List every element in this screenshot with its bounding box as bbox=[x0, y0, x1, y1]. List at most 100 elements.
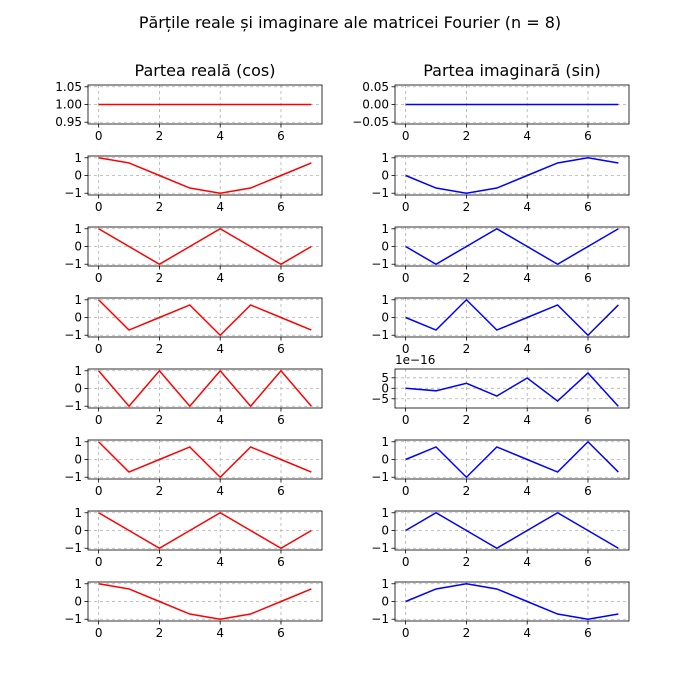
axes-frame bbox=[87, 368, 323, 409]
left-column-title: Partea reală (cos) bbox=[135, 61, 276, 80]
y-tick-label: 0 bbox=[74, 595, 82, 609]
y-tick-label: 1 bbox=[381, 506, 389, 520]
y-tick-label: −1 bbox=[64, 328, 82, 342]
y-tick-label: 0 bbox=[381, 240, 389, 254]
x-tick-label: 2 bbox=[463, 626, 471, 640]
real-series-line-6 bbox=[98, 511, 312, 550]
real-series-line-1 bbox=[98, 157, 312, 194]
axes-frame bbox=[394, 439, 630, 480]
real-subplot-2: 0 2 4 6 −1 0 1 bbox=[64, 222, 323, 285]
y-tick-label: −5 bbox=[371, 392, 389, 406]
real-series-line-4 bbox=[98, 369, 312, 408]
real-series-line-7 bbox=[98, 583, 312, 620]
x-tick-label: 0 bbox=[402, 129, 410, 143]
x-tick-label: 4 bbox=[523, 129, 531, 143]
y-tick-label: 1 bbox=[74, 364, 82, 378]
imag-subplot-5: 0 2 4 6 −1 0 1 bbox=[371, 435, 630, 498]
x-tick-label: 0 bbox=[95, 200, 103, 214]
suptitle: Părțile reale și imaginare ale matricei … bbox=[139, 13, 561, 32]
axes-frame bbox=[394, 510, 630, 551]
x-tick-label: 6 bbox=[277, 271, 285, 285]
y-tick-label: 1 bbox=[381, 293, 389, 307]
x-tick-label: 6 bbox=[584, 271, 592, 285]
x-tick-label: 0 bbox=[95, 555, 103, 569]
x-tick-label: 0 bbox=[402, 626, 410, 640]
x-tick-label: 2 bbox=[156, 413, 164, 427]
x-tick-label: 2 bbox=[156, 129, 164, 143]
axes-frame bbox=[87, 510, 323, 551]
y-tick-label: 1 bbox=[381, 151, 389, 165]
x-tick-label: 4 bbox=[216, 271, 224, 285]
x-tick-label: 2 bbox=[156, 484, 164, 498]
x-tick-label: 4 bbox=[216, 626, 224, 640]
y-tick-label: 0 bbox=[74, 453, 82, 467]
x-tick-label: 6 bbox=[584, 626, 592, 640]
y-tick-label: 1.00 bbox=[55, 98, 82, 112]
x-tick-label: 6 bbox=[584, 413, 592, 427]
axes-frame bbox=[394, 581, 630, 622]
real-subplot-1: 0 2 4 6 −1 0 1 bbox=[64, 151, 323, 214]
x-tick-label: 0 bbox=[95, 484, 103, 498]
x-tick-label: 0 bbox=[402, 555, 410, 569]
x-tick-label: 2 bbox=[463, 413, 471, 427]
axes-frame bbox=[87, 439, 323, 480]
imag-subplot-0: 0 2 4 6 −0.05 0.00 0.05 bbox=[352, 80, 630, 143]
x-tick-label: 4 bbox=[523, 555, 531, 569]
x-tick-label: 6 bbox=[277, 484, 285, 498]
real-subplot-5: 0 2 4 6 −1 0 1 bbox=[64, 435, 323, 498]
y-tick-label: 0 bbox=[381, 381, 389, 395]
y-tick-label: 0.05 bbox=[362, 80, 389, 94]
axes-frame bbox=[87, 226, 323, 267]
real-subplot-4: 0 2 4 6 −1 0 1 bbox=[64, 364, 323, 427]
real-series-line-3 bbox=[98, 299, 312, 337]
y-tick-label: 0.00 bbox=[362, 98, 389, 112]
x-tick-label: 4 bbox=[216, 484, 224, 498]
y-tick-label: −1 bbox=[371, 328, 389, 342]
real-series-line-2 bbox=[98, 227, 312, 266]
y-tick-label: 1 bbox=[74, 506, 82, 520]
axes-frame bbox=[394, 84, 630, 125]
y-tick-label: 1.05 bbox=[55, 80, 82, 94]
x-tick-label: 0 bbox=[95, 271, 103, 285]
x-tick-label: 4 bbox=[523, 200, 531, 214]
right-column-title: Partea imaginară (sin) bbox=[423, 61, 601, 80]
x-tick-label: 6 bbox=[584, 342, 592, 356]
x-tick-label: 6 bbox=[277, 555, 285, 569]
real-subplot-7: 0 2 4 6 −1 0 1 bbox=[64, 577, 323, 640]
y-tick-label: 0 bbox=[74, 240, 82, 254]
y-tick-label: −1 bbox=[371, 470, 389, 484]
x-tick-label: 2 bbox=[463, 342, 471, 356]
x-tick-label: 0 bbox=[95, 626, 103, 640]
x-tick-label: 4 bbox=[523, 626, 531, 640]
imag-subplot-2: 0 2 4 6 −1 0 1 bbox=[371, 222, 630, 285]
x-tick-label: 2 bbox=[156, 200, 164, 214]
y-tick-label: 1 bbox=[381, 222, 389, 236]
x-tick-label: 0 bbox=[95, 129, 103, 143]
y-tick-label: −1 bbox=[371, 612, 389, 626]
y-tick-label: 0 bbox=[74, 311, 82, 325]
y-tick-label: −1 bbox=[64, 541, 82, 555]
x-tick-label: 4 bbox=[523, 342, 531, 356]
y-tick-label: −1 bbox=[64, 399, 82, 413]
y-tick-label: 0 bbox=[74, 524, 82, 538]
imag-subplot-3: 0 2 4 6 −1 0 1 bbox=[371, 293, 630, 356]
real-series-line-5 bbox=[98, 441, 312, 479]
x-tick-label: 4 bbox=[216, 413, 224, 427]
imag-series-line-1 bbox=[405, 157, 619, 194]
y-tick-label: −1 bbox=[64, 470, 82, 484]
x-tick-label: 0 bbox=[402, 200, 410, 214]
imag-series-line-7 bbox=[405, 583, 619, 620]
y-tick-label: 0 bbox=[381, 311, 389, 325]
x-tick-label: 6 bbox=[277, 200, 285, 214]
x-tick-label: 4 bbox=[216, 555, 224, 569]
axes-frame bbox=[87, 155, 323, 196]
imag-series-line-4 bbox=[405, 371, 619, 407]
imag-subplot-6: 0 2 4 6 −1 0 1 bbox=[371, 506, 630, 569]
x-tick-label: 6 bbox=[584, 555, 592, 569]
x-tick-label: 2 bbox=[463, 200, 471, 214]
x-tick-label: 2 bbox=[156, 342, 164, 356]
y-tick-label: −1 bbox=[371, 541, 389, 555]
